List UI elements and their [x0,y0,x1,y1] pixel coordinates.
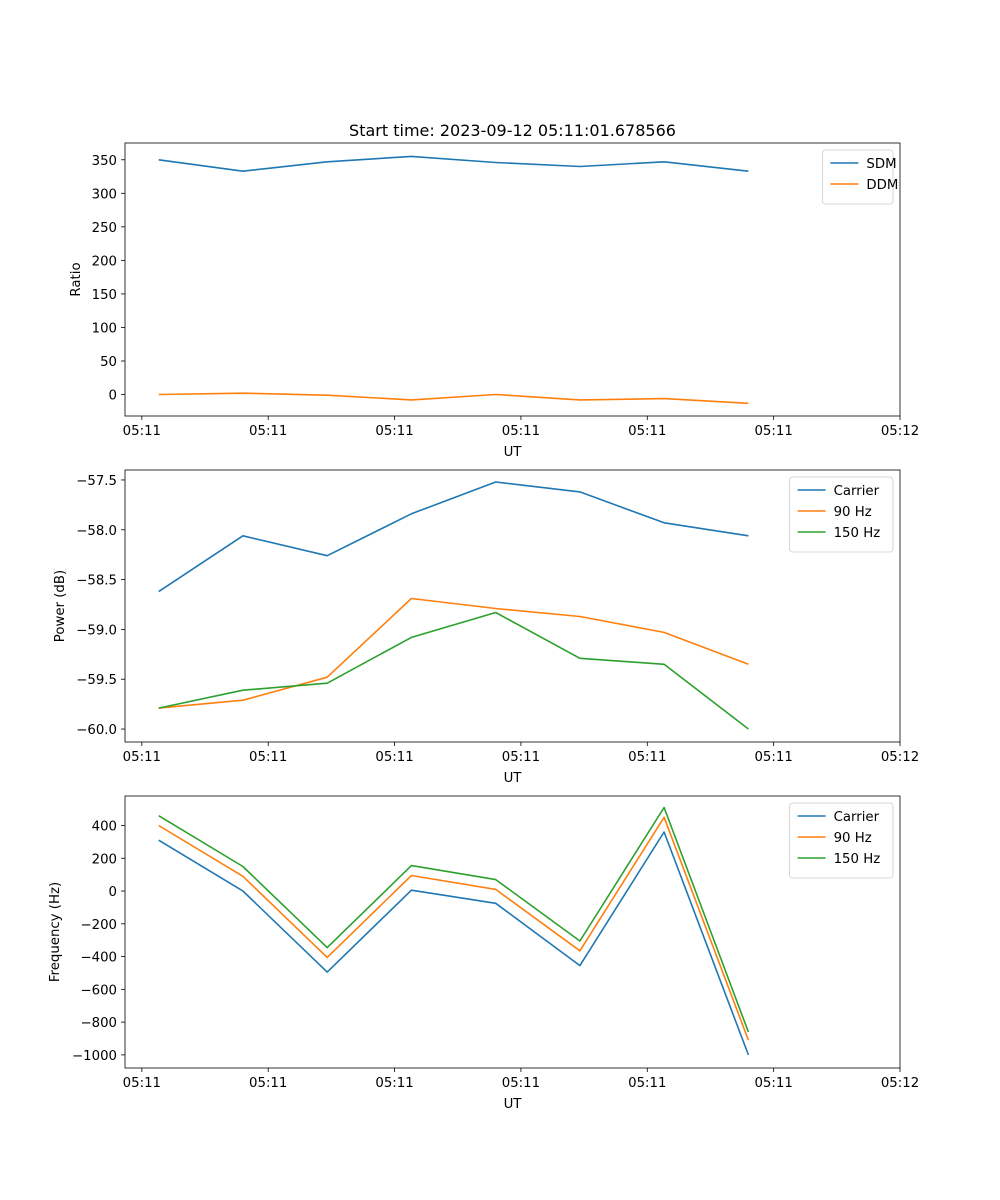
y-tick-label: 50 [100,355,117,370]
y-tick-label: −57.5 [76,474,117,489]
legend-label: 150 Hz [834,852,881,867]
y-tick-label: −1000 [72,1049,117,1064]
x-tick-label: 05:11 [628,1076,666,1091]
legend-label: DDM [866,178,898,193]
legend-label: 90 Hz [834,831,872,846]
legend-label: Carrier [834,484,880,499]
x-tick-label: 05:11 [249,750,287,765]
x-tick-label: 05:11 [123,424,161,439]
y-tick-label: 100 [92,321,117,336]
x-tick-label: 05:11 [249,1076,287,1091]
series-line-carrier [158,831,750,1056]
y-axis-label: Ratio [69,262,84,296]
legend-label: 90 Hz [834,505,872,520]
y-tick-label: 300 [92,187,117,202]
legend-box [789,802,894,879]
x-tick-label: 05:11 [375,1076,413,1091]
y-tick-label: 400 [92,819,117,834]
x-tick-label: 05:11 [628,424,666,439]
x-tick-label: 05:11 [754,750,792,765]
y-tick-label: 0 [109,885,117,900]
y-tick-label: −800 [80,1016,117,1031]
y-tick-label: −59.5 [76,673,117,688]
x-tick-label: 05:11 [249,424,287,439]
y-tick-label: −400 [80,951,117,966]
legend-box [789,476,894,553]
plot-frame [124,469,901,743]
x-tick-label: 05:11 [628,750,666,765]
figure-title: Start time: 2023-09-12 05:11:01.678566 [349,121,676,140]
legend-label: Carrier [834,810,880,825]
x-tick-label: 05:11 [375,750,413,765]
series-line-90-hz [158,816,750,1041]
y-tick-label: 350 [92,154,117,169]
y-tick-label: −59.0 [76,623,117,638]
y-tick-label: 0 [109,389,117,404]
x-tick-label: 05:12 [881,424,919,439]
y-tick-label: 250 [92,221,117,236]
legend-label: 150 Hz [834,526,881,541]
x-tick-label: 05:11 [502,424,540,439]
x-axis-label: UT [504,445,523,460]
series-line-carrier [158,481,749,593]
y-tick-label: −58.0 [76,524,117,539]
series-line-90-hz [158,597,749,709]
x-tick-label: 05:11 [754,424,792,439]
y-axis-label: Frequency (Hz) [48,882,63,982]
y-tick-label: 150 [92,288,117,303]
x-tick-label: 05:12 [881,750,919,765]
x-axis-label: UT [504,771,523,786]
y-tick-label: −60.0 [76,723,117,738]
x-tick-label: 05:11 [375,424,413,439]
series-line-ddm [158,392,749,405]
y-tick-label: 200 [92,254,117,269]
series-line-150-hz [158,806,750,1033]
y-tick-label: −58.5 [76,574,117,589]
x-tick-label: 05:11 [123,1076,161,1091]
y-axis-label: Power (dB) [53,570,68,642]
series-line-150-hz [158,611,749,730]
series-line-sdm [158,155,749,172]
y-tick-label: −200 [80,918,117,933]
x-tick-label: 05:11 [754,1076,792,1091]
y-tick-label: −600 [80,983,117,998]
plot-frame [124,142,901,417]
x-axis-label: UT [504,1097,523,1112]
x-tick-label: 05:11 [123,750,161,765]
plot-frame [124,795,901,1069]
x-tick-label: 05:11 [502,750,540,765]
y-tick-label: 200 [92,852,117,867]
x-tick-label: 05:11 [502,1076,540,1091]
x-tick-label: 05:12 [881,1076,919,1091]
legend-label: SDM [866,157,896,172]
